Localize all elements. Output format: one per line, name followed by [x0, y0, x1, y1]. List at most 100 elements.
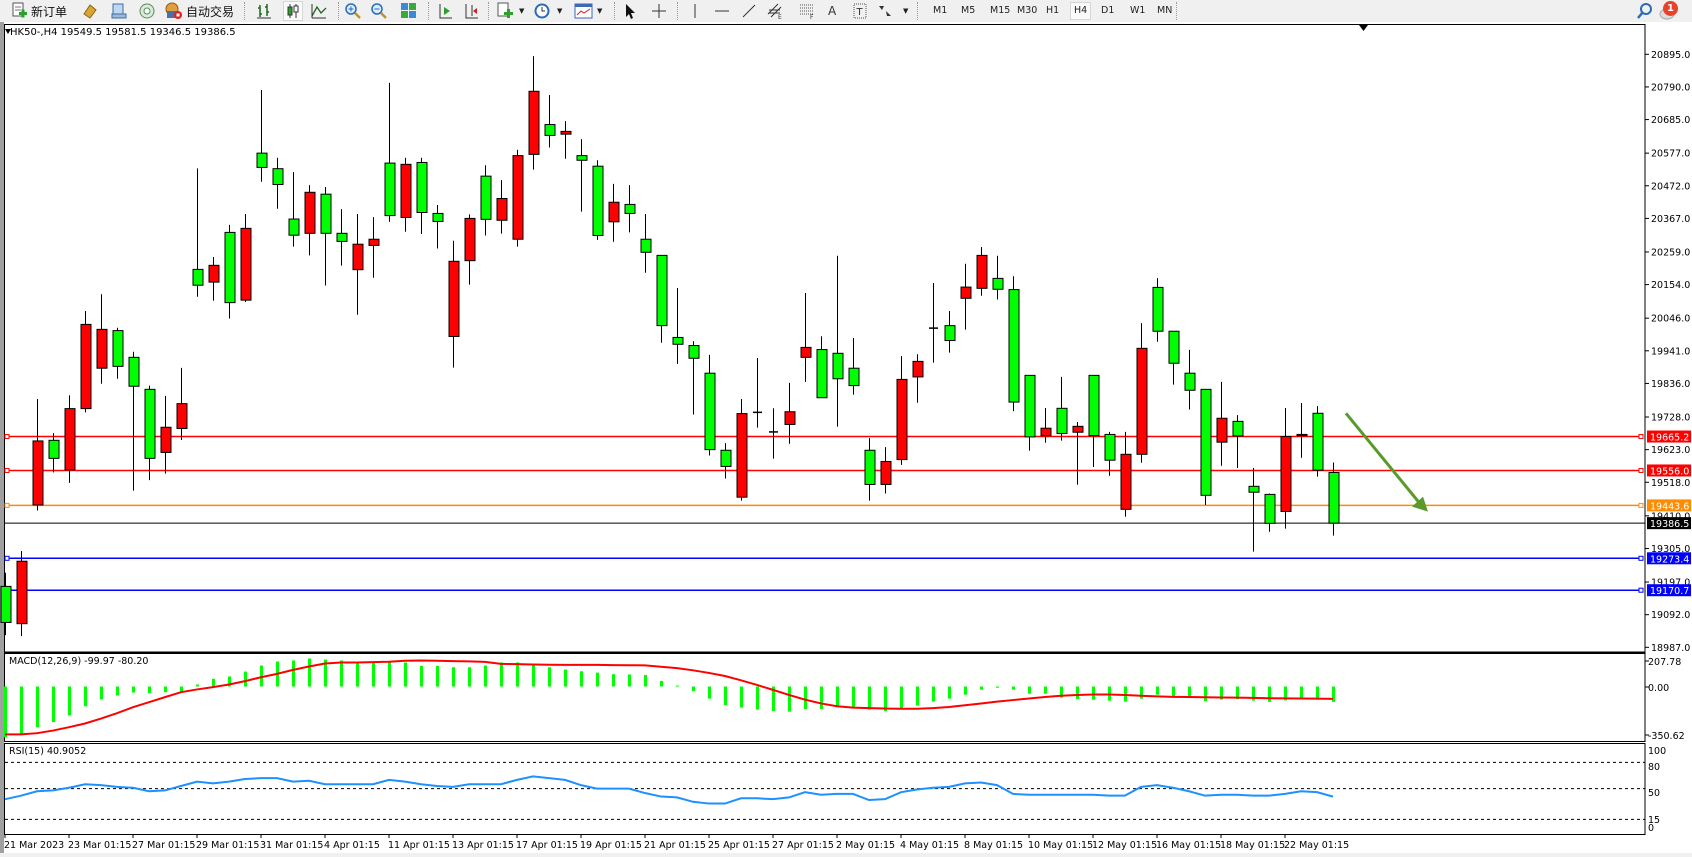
candle[interactable]	[1296, 403, 1308, 458]
crosshair-icon[interactable]	[650, 2, 668, 20]
indicators-icon[interactable]	[496, 2, 514, 20]
line-handle[interactable]	[4, 467, 10, 473]
periods-dropdown-icon[interactable]: ▼	[557, 7, 563, 15]
candle[interactable]	[1152, 278, 1164, 342]
line-handle[interactable]	[4, 555, 10, 561]
candle[interactable]	[464, 214, 476, 285]
main-price-panel[interactable]: 20895.0 20790.0 20685.0 20577.0 20472.0 20367…	[0, 24, 1691, 654]
candle[interactable]	[32, 398, 44, 511]
timeframe-w1[interactable]: W1	[1130, 5, 1146, 16]
timeframe-d1[interactable]: D1	[1101, 5, 1115, 16]
candle[interactable]	[144, 385, 156, 481]
arrows-dropdown-icon[interactable]: ▼	[903, 7, 909, 15]
bar-chart-icon[interactable]	[255, 2, 273, 20]
candle[interactable]	[1136, 323, 1148, 463]
candle[interactable]	[720, 443, 732, 479]
line-handle[interactable]	[1638, 467, 1644, 473]
candle[interactable]	[704, 354, 716, 456]
candle[interactable]	[1072, 421, 1084, 485]
timeframe-h1[interactable]: H1	[1046, 5, 1060, 16]
text-tool-icon[interactable]: A	[828, 4, 837, 18]
candle[interactable]	[784, 382, 796, 444]
candle[interactable]	[224, 224, 236, 319]
annotation-arrow-line[interactable]	[1344, 412, 1422, 505]
horizontal-line-icon[interactable]	[713, 2, 731, 20]
candle[interactable]	[256, 90, 268, 182]
candle[interactable]	[544, 95, 556, 148]
candle[interactable]	[272, 157, 284, 209]
vertical-line-icon[interactable]	[688, 2, 702, 20]
candle[interactable]	[528, 56, 540, 170]
line-handle[interactable]	[1638, 502, 1644, 508]
timeframe-mn[interactable]: MN	[1157, 5, 1173, 16]
candle[interactable]	[304, 185, 316, 256]
candle[interactable]	[944, 311, 956, 353]
trendline-icon[interactable]	[740, 2, 758, 20]
candle[interactable]	[992, 255, 1004, 300]
timeframe-m5[interactable]: M5	[961, 5, 976, 16]
candle[interactable]	[1104, 431, 1116, 476]
data-window-icon[interactable]	[110, 2, 128, 20]
candle[interactable]	[688, 341, 700, 415]
candle[interactable]	[1328, 462, 1340, 536]
candle[interactable]	[896, 356, 908, 465]
gold-icon[interactable]	[81, 2, 99, 20]
candle[interactable]	[336, 209, 348, 266]
zoom-out-icon[interactable]	[370, 2, 388, 20]
candle[interactable]	[480, 165, 492, 236]
candle[interactable]	[1312, 406, 1324, 477]
candle[interactable]	[1232, 415, 1244, 468]
candle[interactable]	[496, 180, 508, 234]
rsi-panel[interactable]: RSI(15) 40.9052 100 80 50 150	[4, 743, 1667, 835]
candle[interactable]	[160, 395, 172, 474]
candle[interactable]	[769, 408, 778, 459]
signal-icon[interactable]	[138, 2, 156, 20]
new-order-button[interactable]: 新订单	[10, 2, 67, 20]
candle[interactable]	[753, 357, 762, 428]
candle[interactable]	[0, 572, 12, 636]
line-handle[interactable]	[1638, 587, 1644, 593]
candle[interactable]	[240, 214, 252, 303]
candle[interactable]	[848, 338, 860, 395]
candle[interactable]	[432, 205, 444, 249]
candle[interactable]	[1200, 388, 1212, 505]
indicators-dropdown-icon[interactable]: ▼	[519, 7, 525, 15]
candle[interactable]	[1088, 374, 1100, 468]
line-handle[interactable]	[4, 434, 10, 440]
candle[interactable]	[576, 139, 588, 212]
candle[interactable]	[96, 294, 108, 384]
timeframe-m30[interactable]: M30	[1017, 5, 1038, 16]
candle[interactable]	[976, 246, 988, 296]
chart-shift-marker[interactable]	[1359, 25, 1368, 31]
candle[interactable]	[800, 292, 812, 382]
candle[interactable]	[560, 121, 572, 159]
candle[interactable]	[816, 336, 828, 399]
candle[interactable]	[176, 367, 188, 441]
candle[interactable]	[832, 255, 844, 427]
candle[interactable]	[1168, 330, 1180, 385]
candle[interactable]	[640, 214, 652, 273]
candle[interactable]	[656, 254, 668, 343]
candle[interactable]	[416, 157, 428, 234]
templates-icon[interactable]	[574, 2, 594, 20]
cursor-icon[interactable]	[622, 2, 638, 20]
header-collapse-icon[interactable]	[5, 29, 11, 34]
chart-shift-icon[interactable]	[462, 2, 480, 20]
candle[interactable]	[208, 256, 220, 301]
candle[interactable]	[512, 149, 524, 247]
candle[interactable]	[112, 327, 124, 379]
periods-clock-icon[interactable]	[533, 2, 551, 20]
line-handle[interactable]	[1638, 434, 1644, 440]
templates-dropdown-icon[interactable]: ▼	[597, 7, 603, 15]
candle[interactable]	[864, 438, 876, 501]
candle[interactable]	[80, 311, 92, 413]
text-label-icon[interactable]: T	[852, 2, 868, 20]
macd-panel[interactable]: MACD(12,26,9) -99.97 -80.20 207.78 0.00 -35…	[4, 651, 1685, 742]
line-handle[interactable]	[4, 502, 10, 508]
candlestick-chart-icon[interactable]	[283, 1, 303, 21]
line-handle[interactable]	[1638, 555, 1644, 561]
candle[interactable]	[288, 172, 300, 247]
candle[interactable]	[1264, 493, 1276, 532]
candle[interactable]	[1008, 276, 1020, 412]
candle[interactable]	[368, 217, 380, 278]
